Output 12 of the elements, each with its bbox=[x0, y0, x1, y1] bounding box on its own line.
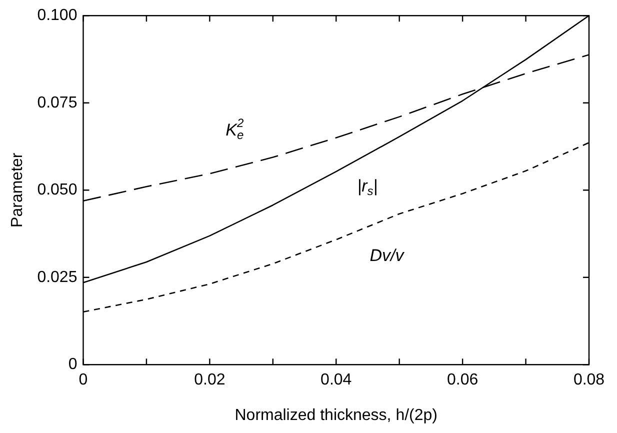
x-axis-title: Normalized thickness, h/(2p) bbox=[234, 406, 438, 424]
y-axis-title: Parameter bbox=[9, 152, 26, 228]
y-tick-label: 0.025 bbox=[37, 268, 78, 286]
x-tick-label: 0.06 bbox=[446, 372, 478, 389]
x-tick-label: 0.02 bbox=[194, 372, 226, 389]
y-tick-label: 0.100 bbox=[37, 7, 78, 24]
x-tick-label: 0.08 bbox=[573, 372, 605, 389]
y-tick-label: 0 bbox=[68, 356, 78, 374]
annotation: Dv/v bbox=[370, 246, 406, 266]
y-tick-label: 0.050 bbox=[37, 182, 78, 199]
y-tick-label: 0.075 bbox=[37, 94, 78, 112]
x-tick-label: 0.04 bbox=[320, 372, 352, 389]
